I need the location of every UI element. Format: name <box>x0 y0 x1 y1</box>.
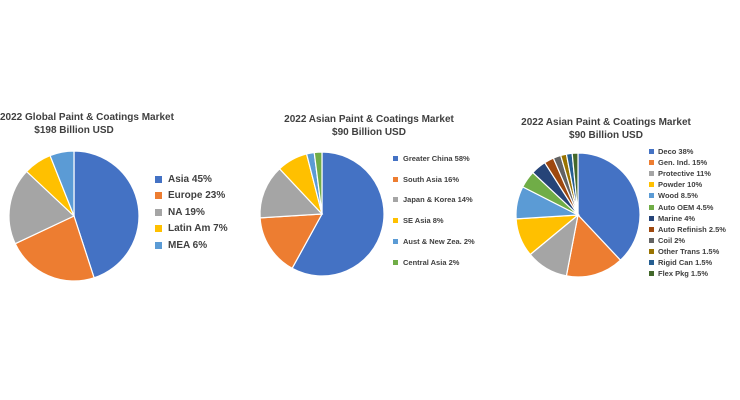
legend-item: Flex Pkg 1.5% <box>649 268 726 279</box>
legend-swatch <box>649 226 654 232</box>
legend-label: MEA 6% <box>168 239 208 251</box>
legend-swatch <box>393 176 398 182</box>
legend-label: Europe 23% <box>168 190 226 202</box>
legend-swatch <box>649 182 654 188</box>
pie-chart <box>515 152 641 278</box>
chart-asian-market-segments: 2022 Asian Paint & Coatings Market $90 B… <box>500 0 740 400</box>
legend-swatch <box>649 149 654 155</box>
legend-label: Auto OEM 4.5% <box>658 202 714 212</box>
legend-item: Rigid Can 1.5% <box>649 257 726 268</box>
legend-item: Europe 23% <box>155 188 228 205</box>
legend-swatch <box>393 218 398 224</box>
legend-item: Other Trans 1.5% <box>649 246 726 257</box>
legend-label: Protective 11% <box>658 169 711 179</box>
legend-swatch <box>393 259 398 265</box>
legend-label: Asia 45% <box>168 173 212 185</box>
chart-global-market: 2022 Global Paint & Coatings Market $198… <box>0 0 250 400</box>
legend-item: Greater China 58% <box>393 148 475 169</box>
chart-subtitle-text: $90 Billion USD <box>569 130 643 141</box>
legend-label: Central Asia 2% <box>403 257 460 267</box>
chart-subtitle-text: $90 Billion USD <box>332 127 406 138</box>
chart-title-text: 2022 Global Paint & Coatings Market <box>0 112 174 123</box>
legend-item: Coil 2% <box>649 235 726 246</box>
pie-slice <box>14 215 95 282</box>
pie-slice <box>571 152 579 216</box>
legend-label: Rigid Can 1.5% <box>658 257 713 267</box>
pie-slice <box>259 167 324 219</box>
legend-swatch <box>649 204 654 210</box>
legend-label: Marine 4% <box>658 213 696 223</box>
chart-subtitle-text: $198 Billion USD <box>34 125 114 136</box>
pie-slice <box>49 150 75 217</box>
legend-item: Protective 11% <box>649 168 726 179</box>
chart-title: 2022 Asian Paint & Coatings Market $90 B… <box>516 116 696 142</box>
pie-slice <box>313 151 323 215</box>
legend-swatch <box>649 248 654 254</box>
legend-item: Powder 10% <box>649 179 726 190</box>
chart-legend: Greater China 58% South Asia 16% Japan &… <box>393 148 475 273</box>
pie-chart <box>8 150 140 282</box>
legend-swatch <box>649 160 654 166</box>
legend-item: Japan & Korea 14% <box>393 190 475 211</box>
legend-swatch <box>155 208 162 216</box>
chart-legend: Deco 38% Gen. Ind. 15% Protective 11% Po… <box>649 146 726 279</box>
legend-item: SE Asia 8% <box>393 210 475 231</box>
legend-label: Auto Refinish 2.5% <box>658 224 726 234</box>
legend-swatch <box>393 197 398 203</box>
legend-label: Powder 10% <box>658 180 703 190</box>
chart-title: 2022 Asian Paint & Coatings Market $90 B… <box>279 113 459 139</box>
legend-swatch <box>155 175 162 183</box>
pie-slice <box>8 170 76 245</box>
legend-item: Auto Refinish 2.5% <box>649 224 726 235</box>
legend-swatch <box>155 225 162 233</box>
legend-label: Deco 38% <box>658 147 694 157</box>
legend-label: Flex Pkg 1.5% <box>658 269 709 279</box>
legend-item: Latin Am 7% <box>155 221 228 238</box>
legend-item: South Asia 16% <box>393 169 475 190</box>
legend-label: Greater China 58% <box>403 153 470 163</box>
legend-item: Deco 38% <box>649 146 726 157</box>
legend-swatch <box>649 271 654 277</box>
chart-title-text: 2022 Asian Paint & Coatings Market <box>284 114 454 125</box>
legend-label: NA 19% <box>168 206 205 218</box>
chart-title-text: 2022 Asian Paint & Coatings Market <box>521 117 691 128</box>
legend-item: Asia 45% <box>155 171 228 188</box>
pie-slice <box>73 150 140 279</box>
legend-label: Coil 2% <box>658 235 686 245</box>
pie-slice <box>565 213 622 278</box>
pie-slice <box>259 213 324 270</box>
chart-asian-market-regions: 2022 Asian Paint & Coatings Market $90 B… <box>250 0 500 400</box>
pie-slice <box>577 152 641 262</box>
pie-slice <box>291 151 385 277</box>
legend-swatch <box>155 241 162 249</box>
chart-title: 2022 Global Paint & Coatings Market $198… <box>0 111 174 137</box>
legend-item: Auto OEM 4.5% <box>649 201 726 212</box>
legend-swatch <box>649 171 654 177</box>
legend-item: NA 19% <box>155 204 228 221</box>
legend-item: MEA 6% <box>155 237 228 254</box>
legend-swatch <box>393 239 398 245</box>
legend-label: Wood 8.5% <box>658 191 698 201</box>
legend-label: Japan & Korea 14% <box>403 195 473 205</box>
legend-item: Central Asia 2% <box>393 252 475 273</box>
legend-item: Gen. Ind. 15% <box>649 157 726 168</box>
legend-label: Gen. Ind. 15% <box>658 158 708 168</box>
legend-swatch <box>155 192 162 200</box>
legend-swatch <box>649 193 654 199</box>
legend-label: Latin Am 7% <box>168 223 228 235</box>
legend-label: South Asia 16% <box>403 174 459 184</box>
legend-swatch <box>649 259 654 265</box>
legend-label: Other Trans 1.5% <box>658 246 720 256</box>
pie-chart <box>259 151 385 277</box>
legend-swatch <box>649 215 654 221</box>
legend-item: Marine 4% <box>649 213 726 224</box>
legend-label: SE Asia 8% <box>403 216 444 226</box>
legend-item: Wood 8.5% <box>649 190 726 201</box>
legend-label: Aust & New Zea. 2% <box>403 237 475 247</box>
legend-swatch <box>393 155 398 161</box>
legend-swatch <box>649 237 654 243</box>
chart-legend: Asia 45% Europe 23% NA 19% Latin Am 7% M… <box>155 171 228 254</box>
legend-item: Aust & New Zea. 2% <box>393 231 475 252</box>
